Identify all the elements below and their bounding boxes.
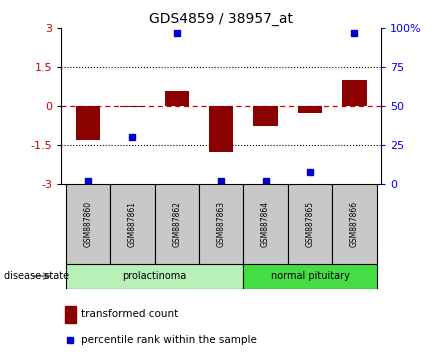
Text: prolactinoma: prolactinoma: [123, 271, 187, 281]
Text: GSM887862: GSM887862: [172, 201, 181, 247]
Bar: [155, 184, 199, 264]
Bar: [199, 184, 244, 264]
Text: percentile rank within the sample: percentile rank within the sample: [81, 335, 256, 344]
Bar: [165, 91, 189, 106]
Bar: [332, 184, 377, 264]
Bar: [254, 106, 278, 126]
Text: GSM887866: GSM887866: [350, 201, 359, 247]
Text: transformed count: transformed count: [81, 309, 178, 319]
Bar: [120, 106, 145, 108]
Bar: [288, 184, 332, 264]
Text: disease state: disease state: [4, 271, 70, 281]
Bar: [298, 106, 322, 113]
Bar: [66, 184, 110, 264]
Bar: [76, 106, 100, 140]
Bar: [244, 264, 377, 289]
Bar: [342, 80, 367, 106]
Text: GSM887864: GSM887864: [261, 201, 270, 247]
Bar: [64, 306, 76, 323]
Text: GSM887861: GSM887861: [128, 201, 137, 247]
Bar: [110, 184, 155, 264]
Text: GSM887865: GSM887865: [306, 201, 314, 247]
Text: GSM887860: GSM887860: [84, 201, 92, 247]
Bar: [209, 106, 233, 152]
Text: GSM887863: GSM887863: [217, 201, 226, 247]
Bar: [244, 184, 288, 264]
Title: GDS4859 / 38957_at: GDS4859 / 38957_at: [149, 12, 293, 26]
Bar: [66, 264, 244, 289]
Text: normal pituitary: normal pituitary: [271, 271, 350, 281]
